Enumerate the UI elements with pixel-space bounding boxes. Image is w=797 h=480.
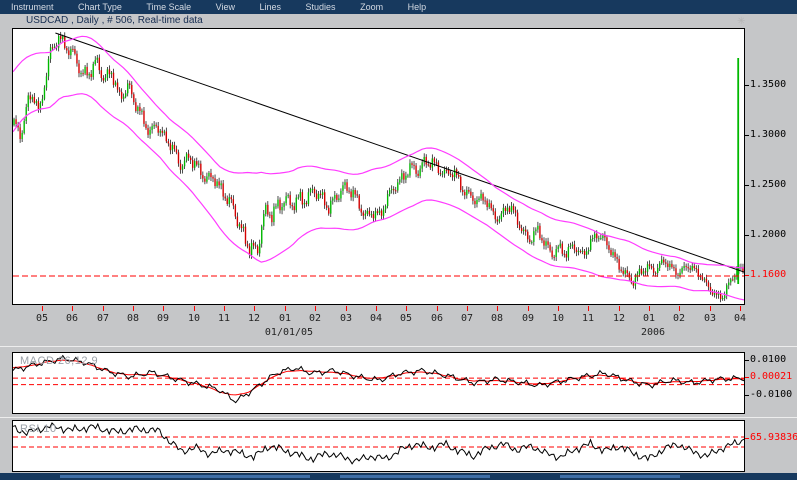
macd-chart — [13, 354, 744, 404]
price-tick — [745, 185, 749, 186]
menu-item-instrument[interactable]: Instrument — [11, 2, 54, 12]
menu-item-studies[interactable]: Studies — [305, 2, 336, 12]
x-tick-label: 08 — [126, 313, 140, 324]
main-price-chart-panel[interactable] — [12, 28, 745, 305]
x-tick — [133, 306, 134, 311]
price-tick-label: 1.1600 — [750, 269, 787, 280]
busy-cursor-icon: ✳ — [737, 16, 746, 27]
x-tick-label: 11 — [581, 313, 595, 324]
x-tick-label: 02 — [672, 313, 686, 324]
x-tick-label: 04 — [369, 313, 383, 324]
taskbar-segment — [60, 475, 310, 478]
x-tick — [42, 306, 43, 311]
x-tick — [710, 306, 711, 311]
rsi-tick — [745, 438, 749, 439]
x-tick-label: 06 — [65, 313, 79, 324]
separator-line — [0, 346, 797, 347]
chart-info-text: USDCAD , Daily , # 506, Real-time data — [26, 15, 203, 26]
menu-item-zoom[interactable]: Zoom — [360, 2, 384, 12]
x-tick — [467, 306, 468, 311]
x-tick-label: 05 — [399, 313, 413, 324]
candlestick-chart — [13, 31, 744, 303]
macd-tick-label: 0.0100 — [750, 354, 787, 365]
menu-item-chart-type[interactable]: Chart Type — [78, 2, 122, 12]
x-axis-sublabel: 2006 — [640, 327, 666, 338]
menu-item-view[interactable]: View — [215, 2, 235, 12]
x-tick-label: 01 — [278, 313, 292, 324]
window-bottom-edge — [0, 473, 797, 480]
taskbar-segment — [340, 475, 490, 478]
x-tick-label: 07 — [96, 313, 110, 324]
chart-info-bar: USDCAD , Daily , # 506, Real-time data — [0, 14, 797, 28]
macd-tick-label: 0.00021 — [750, 371, 793, 382]
x-tick — [376, 306, 377, 311]
macd-tick — [745, 395, 749, 396]
x-axis-sublabel: 01/01/05 — [264, 327, 314, 338]
x-tick — [194, 306, 195, 311]
x-tick — [315, 306, 316, 311]
menu-bar: Instrument Chart Type Time Scale View Li… — [0, 0, 797, 14]
separator-line — [0, 417, 797, 418]
menu-item-time-scale[interactable]: Time Scale — [146, 2, 192, 12]
x-tick-label: 03 — [339, 313, 353, 324]
price-tick — [745, 135, 749, 136]
x-tick — [254, 306, 255, 311]
x-tick — [224, 306, 225, 311]
x-tick — [72, 306, 73, 311]
macd-tick — [745, 360, 749, 361]
price-tick-label: 1.3000 — [750, 129, 787, 140]
x-tick — [528, 306, 529, 311]
x-tick-label: 12 — [612, 313, 626, 324]
x-tick — [649, 306, 650, 311]
x-tick-label: 09 — [156, 313, 170, 324]
macd-tick — [745, 377, 749, 378]
macd-tick-label: -0.0100 — [750, 389, 793, 400]
x-tick — [558, 306, 559, 311]
macd-panel[interactable]: MACD 26,12,9 — [12, 352, 745, 414]
x-tick-label: 11 — [217, 313, 231, 324]
x-tick — [619, 306, 620, 311]
rsi-panel[interactable]: RSI 10 — [12, 420, 745, 472]
rsi-value-label: 65.93836 — [750, 432, 797, 443]
taskbar-segment — [560, 475, 680, 478]
x-tick-label: 10 — [551, 313, 565, 324]
x-tick — [679, 306, 680, 311]
x-tick — [437, 306, 438, 311]
x-tick-label: 09 — [521, 313, 535, 324]
price-tick — [745, 275, 749, 276]
price-tick-label: 1.2500 — [750, 179, 787, 190]
x-tick-label: 05 — [35, 313, 49, 324]
x-tick — [740, 306, 741, 311]
x-tick-label: 12 — [247, 313, 261, 324]
x-tick-label: 04 — [733, 313, 747, 324]
price-tick-label: 1.2000 — [750, 229, 787, 240]
menu-item-help[interactable]: Help — [407, 2, 427, 12]
x-tick-label: 03 — [703, 313, 717, 324]
x-tick-label: 01 — [642, 313, 656, 324]
x-tick-label: 07 — [460, 313, 474, 324]
x-tick — [163, 306, 164, 311]
x-tick — [406, 306, 407, 311]
price-tick-label: 1.3500 — [750, 79, 787, 90]
price-tick — [745, 85, 749, 86]
x-tick — [103, 306, 104, 311]
menu-item-lines[interactable]: Lines — [259, 2, 282, 12]
x-tick-label: 02 — [308, 313, 322, 324]
rsi-chart — [13, 422, 744, 465]
x-tick — [588, 306, 589, 311]
x-tick — [346, 306, 347, 311]
x-tick — [285, 306, 286, 311]
x-tick-label: 10 — [187, 313, 201, 324]
price-tick — [745, 235, 749, 236]
x-tick — [497, 306, 498, 311]
x-tick-label: 06 — [430, 313, 444, 324]
x-tick-label: 08 — [490, 313, 504, 324]
